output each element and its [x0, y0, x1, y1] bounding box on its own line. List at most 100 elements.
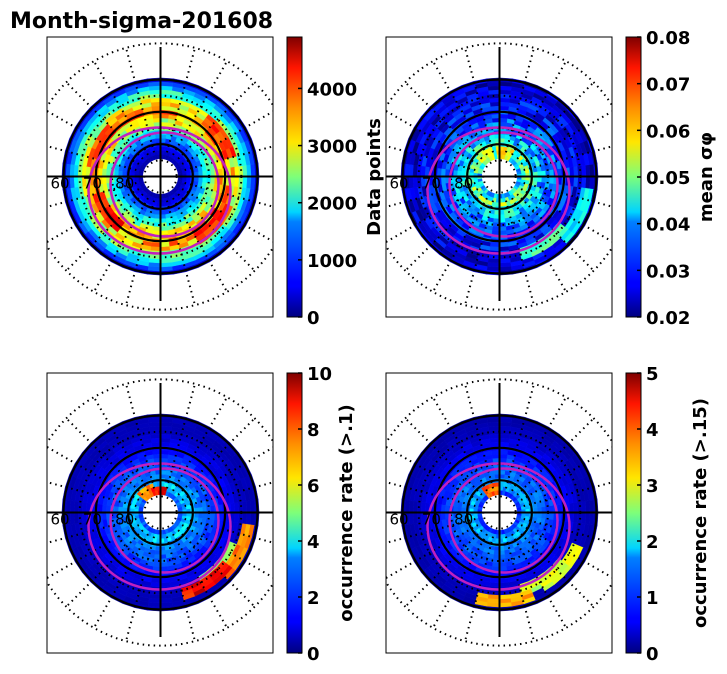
- dotted-mlt-spoke: [463, 200, 494, 308]
- heatmap-cell: [102, 176, 108, 185]
- colorbar-tick-label: 0.04: [646, 215, 690, 236]
- heatmap-cell: [160, 105, 170, 111]
- dotted-mlt-spoke: [520, 188, 612, 243]
- heatmap-cell: [499, 118, 508, 124]
- heatmap-cell: [499, 229, 508, 235]
- heatmap-cell: [499, 225, 507, 231]
- colorbar-tick-label: 8: [307, 420, 320, 441]
- dotted-mlt-spoke: [92, 59, 149, 156]
- panel-top-left: 60 70 80 0 1000 2000 3000 4000 Data points: [46, 36, 385, 329]
- heatmap-cell: [160, 578, 170, 584]
- colorbar-tick-label: 6: [307, 476, 320, 497]
- colorbar-tick-label: 3: [646, 476, 659, 497]
- colorbar-tick-label: 4: [646, 420, 659, 441]
- heatmap-cell: [499, 561, 507, 567]
- dotted-mlt-spoke: [184, 182, 273, 208]
- dotted-mlt-spoke: [403, 416, 483, 496]
- heatmap-cell: [499, 565, 508, 571]
- colorbar-tick-label: 4: [307, 532, 320, 553]
- heatmap-cell: [548, 505, 554, 513]
- dotted-lat-circle: [47, 378, 273, 647]
- heatmap-cell: [490, 441, 500, 447]
- colorbar: [625, 372, 642, 654]
- dotted-mlt-spoke: [172, 395, 229, 492]
- colorbar-tick-label: 2: [646, 532, 659, 553]
- heatmap-cell: [490, 578, 500, 584]
- dotted-mlt-spoke: [386, 524, 479, 580]
- panel-top-right: 60 70 80 0.02 0.03 0.04 0.05 0.06 0.07 0.08 mean σ…: [385, 28, 717, 329]
- heatmap-cell: [492, 122, 500, 128]
- heatmap-cell: [209, 505, 215, 513]
- dotted-mlt-spoke: [523, 481, 612, 507]
- heatmap-cell: [160, 565, 169, 571]
- heatmap-cell: [209, 512, 215, 520]
- heatmap-cell: [209, 169, 215, 177]
- heatmap-cell: [160, 561, 168, 567]
- dotted-mlt-spoke: [181, 188, 273, 243]
- colorbar-tick-label: 2000: [307, 194, 357, 215]
- auroral-oval-inner: [109, 131, 220, 238]
- colorbar-tick-label: 10: [307, 364, 332, 385]
- colorbar-tick-label: 3000: [307, 137, 357, 158]
- dotted-mlt-spoke: [166, 536, 197, 644]
- colorbar-tick-label: 1000: [307, 251, 357, 272]
- lat-label: 70: [83, 175, 102, 193]
- auroral-oval-inner: [448, 131, 559, 238]
- lat-label: 60: [51, 511, 70, 529]
- heatmap-cell: [160, 242, 170, 248]
- heatmap-cell: [548, 176, 554, 184]
- colorbar-tick-label: 2: [307, 588, 320, 609]
- heatmap-cell: [491, 118, 500, 124]
- lat-label: 80: [454, 511, 473, 529]
- heatmap-cell: [548, 169, 554, 177]
- dotted-lat-circle: [47, 42, 273, 311]
- heatmap-cell: [499, 105, 509, 111]
- dotted-mlt-spoke: [181, 110, 273, 165]
- dotted-mlt-spoke: [386, 145, 476, 171]
- dotted-mlt-spoke: [177, 416, 257, 496]
- heatmap-cell: [499, 454, 508, 460]
- heatmap-cell: [151, 441, 161, 447]
- heatmap-cell: [441, 504, 447, 513]
- dotted-mlt-spoke: [520, 524, 612, 579]
- heatmap-cell: [499, 458, 507, 464]
- colorbar-tick-label: 5: [646, 364, 659, 385]
- dotted-mlt-spoke: [172, 197, 229, 294]
- lat-label: 80: [454, 175, 473, 193]
- dotted-mlt-spoke: [386, 518, 476, 544]
- colorbar-tick-label: 0: [307, 308, 320, 329]
- heatmap-cell: [491, 114, 500, 120]
- heatmap-cell: [160, 122, 168, 128]
- colorbar-tick-label: 0.03: [646, 261, 690, 282]
- dotted-mlt-spoke: [505, 381, 536, 489]
- heatmap-cell: [499, 578, 509, 584]
- colorbar-tick-label: 0.08: [646, 28, 690, 49]
- heatmap-cell: [151, 578, 161, 584]
- dotted-mlt-spoke: [184, 481, 273, 507]
- heatmap-cell: [160, 229, 169, 235]
- heatmap-cell: [499, 450, 508, 456]
- heatmap-cell: [160, 454, 169, 460]
- dotted-mlt-spoke: [520, 446, 612, 501]
- dotted-mlt-spoke: [523, 145, 612, 171]
- heatmap-cell: [441, 512, 447, 521]
- heatmap-cell: [152, 118, 161, 124]
- heatmap-cell: [499, 242, 509, 248]
- colorbar-tick-label: 4000: [307, 79, 357, 100]
- dotted-mlt-spoke: [463, 536, 494, 644]
- heatmap-cell: [499, 441, 509, 447]
- dotted-mlt-spoke: [511, 59, 568, 156]
- heatmap-cell: [152, 450, 161, 456]
- colorbar-tick-label: 0.07: [646, 75, 690, 96]
- dotted-mlt-spoke: [386, 481, 476, 507]
- colorbar-tick-label: 0: [307, 644, 320, 665]
- dotted-mlt-spoke: [172, 533, 229, 630]
- dotted-mlt-spoke: [520, 110, 612, 165]
- dotted-mlt-spoke: [511, 395, 568, 492]
- heatmap-cell: [153, 225, 161, 231]
- dotted-mlt-spoke: [386, 182, 476, 208]
- dotted-mlt-spoke: [166, 200, 197, 308]
- dotted-mlt-spoke: [172, 59, 229, 156]
- dotted-mlt-spoke: [516, 193, 596, 273]
